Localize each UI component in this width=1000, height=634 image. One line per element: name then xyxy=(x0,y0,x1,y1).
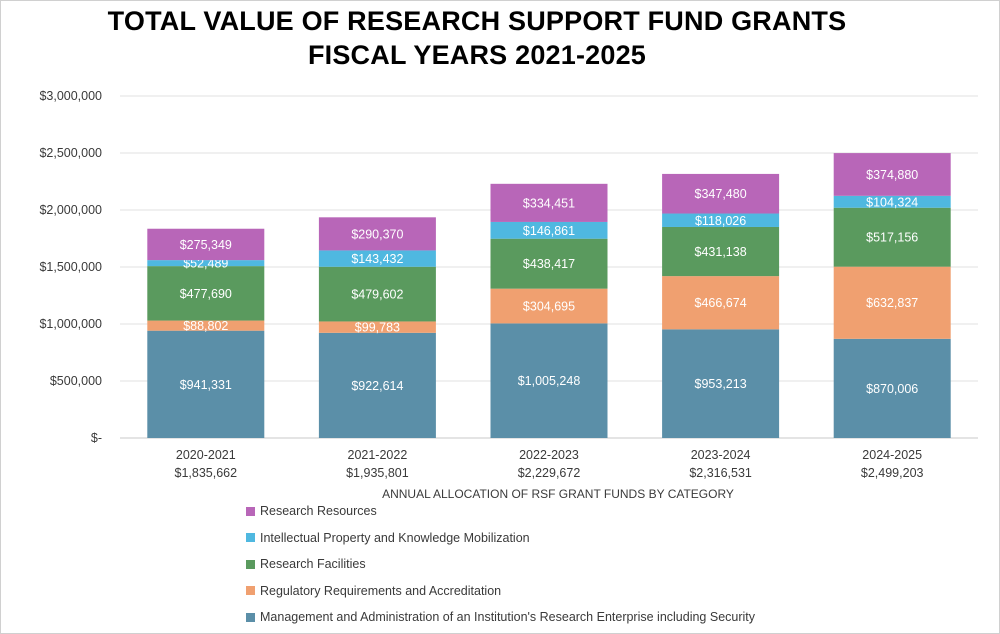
bar-segment xyxy=(147,266,265,321)
data-label: $953,213 xyxy=(695,377,747,391)
bar-segment xyxy=(147,330,265,438)
data-label: $88,802 xyxy=(183,319,228,333)
data-label: $275,349 xyxy=(180,238,232,252)
data-label: $632,837 xyxy=(866,296,918,310)
y-tick-label: $2,000,000 xyxy=(39,203,102,217)
category-total-label: $1,935,801 xyxy=(346,466,409,480)
bar-segment xyxy=(662,173,780,214)
x-tick-label: 2021-2022 xyxy=(348,448,408,462)
x-axis-title: ANNUAL ALLOCATION OF RSF GRANT FUNDS BY … xyxy=(382,487,734,501)
y-tick-label: $1,000,000 xyxy=(39,317,102,331)
legend-item: Management and Administration of an Inst… xyxy=(246,604,755,631)
x-tick-label: 2020-2021 xyxy=(176,448,236,462)
legend-label: Research Facilities xyxy=(260,557,366,572)
legend-label: Intellectual Property and Knowledge Mobi… xyxy=(260,530,530,545)
data-label: $334,451 xyxy=(523,196,575,210)
data-label: $104,324 xyxy=(866,195,918,209)
legend-item: Regulatory Requirements and Accreditatio… xyxy=(246,578,755,605)
bar-segment xyxy=(318,217,436,251)
bar-segment xyxy=(833,195,951,208)
category-total-label: $2,499,203 xyxy=(861,466,924,480)
bar-segment xyxy=(318,321,436,333)
legend-item: Research Facilities xyxy=(246,551,755,578)
category-total-label: $1,835,662 xyxy=(175,466,238,480)
bar-segment xyxy=(833,153,951,196)
data-label: $479,602 xyxy=(351,288,403,302)
data-label: $99,783 xyxy=(355,321,400,335)
data-label: $118,026 xyxy=(695,214,746,228)
legend-item: Intellectual Property and Knowledge Mobi… xyxy=(246,525,755,552)
legend-label: Research Resources xyxy=(260,504,377,519)
data-label: $517,156 xyxy=(866,231,918,245)
legend-item: Research Resources xyxy=(246,498,755,525)
data-label: $290,370 xyxy=(351,227,403,241)
bar-segment xyxy=(490,288,608,324)
data-label: $143,432 xyxy=(351,252,403,266)
category-total-label: $2,229,672 xyxy=(518,466,581,480)
legend-swatch xyxy=(246,559,255,569)
bar-segment xyxy=(662,329,780,438)
legend-swatch xyxy=(246,586,255,596)
data-label: $1,005,248 xyxy=(518,374,581,388)
chart-title-line-1: TOTAL VALUE OF RESEARCH SUPPORT FUND GRA… xyxy=(107,6,847,36)
bar-segment xyxy=(318,250,436,267)
data-label: $374,880 xyxy=(866,168,918,182)
data-label: $870,006 xyxy=(866,382,918,396)
x-tick-label: 2022-2023 xyxy=(519,448,579,462)
chart-title-line-2: FISCAL YEARS 2021-2025 xyxy=(307,40,647,70)
data-label: $466,674 xyxy=(695,296,747,310)
bar-segment xyxy=(147,228,265,261)
data-label: $146,861 xyxy=(523,224,575,238)
category-total-label: $2,316,531 xyxy=(689,466,752,480)
bar-segment xyxy=(662,226,780,277)
bar-segment xyxy=(490,183,608,222)
bar-segment xyxy=(490,221,608,239)
data-label: $347,480 xyxy=(695,187,747,201)
legend-swatch xyxy=(246,533,255,543)
legend-label: Regulatory Requirements and Accreditatio… xyxy=(260,583,502,598)
bar-segment xyxy=(318,332,436,438)
data-label: $431,138 xyxy=(695,245,747,259)
bar-segment xyxy=(490,238,608,289)
bar-segment xyxy=(147,260,265,267)
bar-segment xyxy=(490,323,608,438)
y-tick-label: $500,000 xyxy=(50,374,102,388)
data-label: $922,614 xyxy=(351,379,403,393)
bar-segment xyxy=(833,266,951,339)
x-tick-label: 2024-2025 xyxy=(862,448,922,462)
bar-segment xyxy=(833,338,951,438)
y-tick-label: $1,500,000 xyxy=(39,260,102,274)
y-tick-label: $3,000,000 xyxy=(39,89,102,103)
legend-swatch xyxy=(246,506,255,516)
bar-segment xyxy=(662,276,780,330)
data-label: $304,695 xyxy=(523,300,575,314)
y-tick-label: $2,500,000 xyxy=(39,146,102,160)
legend-label: Management and Administration of an Inst… xyxy=(260,610,756,625)
bar-segment xyxy=(662,213,780,227)
bar-segment xyxy=(318,266,436,322)
data-label: $941,331 xyxy=(180,378,232,392)
y-tick-label: $- xyxy=(91,431,102,445)
data-label: $477,690 xyxy=(180,287,232,301)
bar-segment xyxy=(147,320,265,331)
legend-swatch xyxy=(246,612,255,622)
chart-legend: Research Resources Intellectual Property … xyxy=(246,498,755,631)
x-tick-label: 2023-2024 xyxy=(691,448,751,462)
data-label: $438,417 xyxy=(523,257,575,271)
bar-segment xyxy=(833,207,951,267)
